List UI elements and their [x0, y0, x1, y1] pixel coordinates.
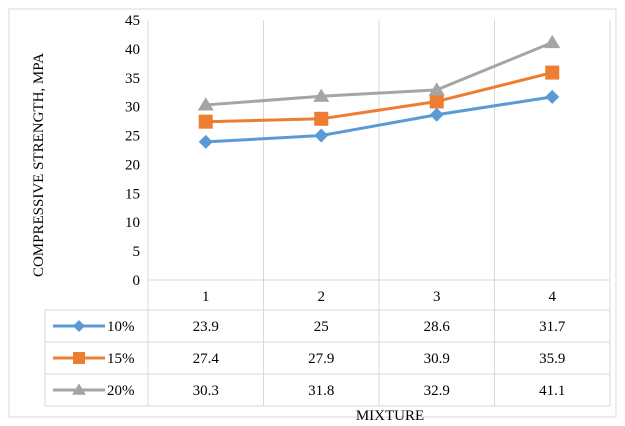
data-point — [545, 89, 560, 104]
y-tick-label: 15 — [125, 186, 140, 202]
y-tick-label: 5 — [133, 244, 141, 260]
legend-entry: 15% — [107, 351, 135, 367]
data-point — [198, 114, 213, 129]
data-point — [314, 111, 329, 126]
series-layer — [197, 34, 561, 149]
legend-entry: 20% — [107, 383, 135, 399]
data-label: 35.9 — [539, 351, 565, 367]
data-label: 27.9 — [308, 351, 334, 367]
data-label: 30.9 — [424, 351, 450, 367]
data-label: 28.6 — [424, 319, 451, 335]
series-2 — [198, 65, 560, 129]
data-label: 31.8 — [308, 383, 334, 399]
label-layer: COMPRESSIVE STRENGTH, MPA MIXTURE 0 5 10 15… — [31, 13, 557, 424]
y-tick-label: 40 — [125, 42, 140, 58]
series-line — [205, 71, 553, 124]
x-axis-title: MIXTURE — [356, 408, 424, 424]
x-tick-label: 2 — [318, 289, 326, 305]
legend-key-marker — [73, 320, 85, 332]
legend-entry: 10% — [107, 319, 135, 335]
x-tick-label: 3 — [433, 289, 441, 305]
data-table: 10% 23.9 25 28.6 31.7 15% 27.4 27.9 30.9 35.9 20% 3… — [44, 309, 610, 407]
data-label: 23.9 — [193, 319, 219, 335]
data-label: 27.4 — [193, 351, 220, 367]
x-tick-label: 1 — [202, 289, 210, 305]
legend-key-marker — [73, 352, 85, 364]
data-label: 31.7 — [539, 319, 566, 335]
y-tick-label: 0 — [133, 273, 141, 289]
series-3 — [197, 34, 561, 111]
data-point — [428, 82, 445, 96]
series-line — [205, 95, 553, 144]
data-label: 32.9 — [424, 383, 450, 399]
y-tick-label: 45 — [125, 13, 140, 29]
data-point — [198, 134, 213, 149]
data-label: 30.3 — [193, 383, 219, 399]
data-point — [313, 88, 330, 102]
y-tick-label: 20 — [125, 157, 140, 173]
data-point — [197, 97, 214, 111]
data-point — [314, 128, 329, 143]
y-axis-title: COMPRESSIVE STRENGTH, MPA — [31, 53, 47, 277]
y-tick-label: 35 — [125, 71, 140, 87]
data-point — [429, 94, 444, 109]
data-point — [545, 65, 560, 80]
legend-key-marker — [72, 383, 86, 395]
x-tick-label: 4 — [549, 289, 557, 305]
y-tick-label: 30 — [125, 100, 140, 116]
series-line — [205, 41, 553, 107]
data-label: 41.1 — [539, 383, 565, 399]
series-1 — [198, 89, 560, 149]
y-tick-label: 25 — [125, 129, 140, 145]
data-point — [544, 34, 561, 49]
data-point — [429, 107, 444, 122]
chart-frame — [8, 8, 617, 418]
y-tick-label: 10 — [125, 215, 140, 231]
data-label: 25 — [314, 319, 329, 335]
